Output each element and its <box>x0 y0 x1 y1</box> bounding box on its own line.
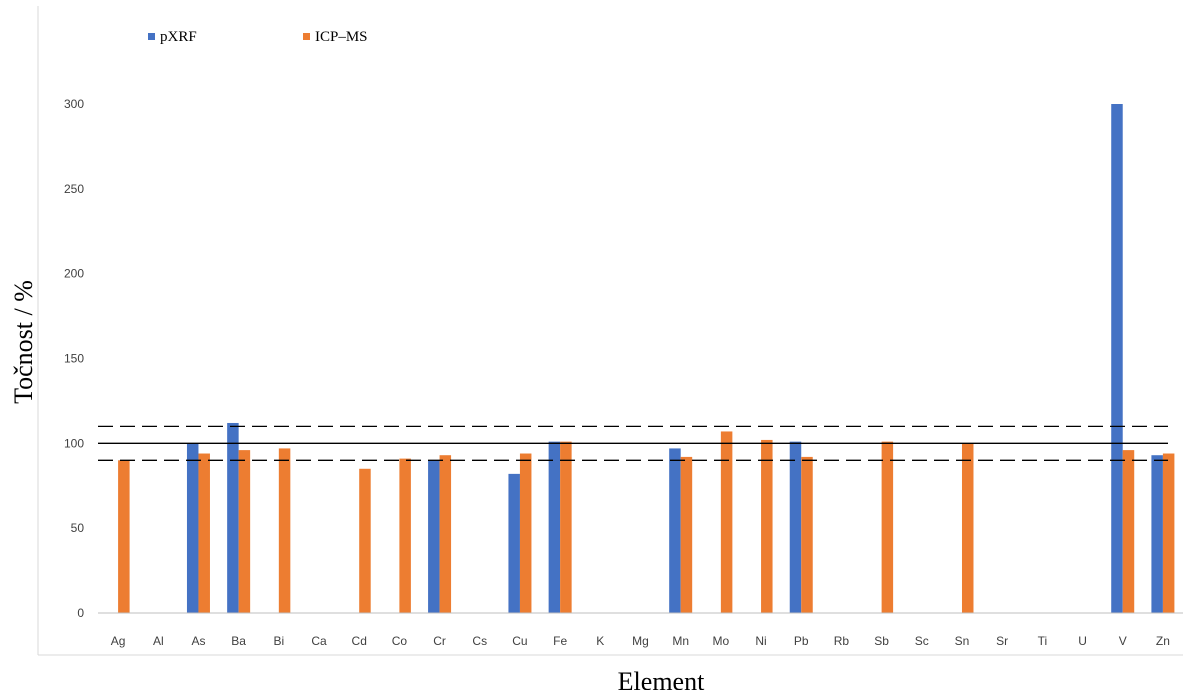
legend-swatch <box>303 33 310 40</box>
bar-pxrf <box>548 441 561 613</box>
bar-pxrf <box>508 473 520 613</box>
y-tick-label: 50 <box>71 521 85 535</box>
bar-pxrf <box>789 441 802 613</box>
x-tick-label: Ti <box>1038 634 1048 648</box>
x-tick-label: V <box>1119 634 1127 648</box>
bar-pxrf <box>227 422 239 613</box>
bar-icp-ms <box>439 455 452 613</box>
bar-icp-ms <box>961 443 974 613</box>
x-tick-label: Cr <box>433 634 446 648</box>
bar-icp-ms <box>1162 453 1175 613</box>
bar-icp-ms <box>278 448 291 613</box>
x-tick-label: Pb <box>794 634 809 648</box>
bar-pxrf <box>428 460 440 613</box>
bar-icp-ms <box>1122 450 1135 613</box>
x-tick-label: Ca <box>311 634 327 648</box>
bar-pxrf <box>1151 455 1163 613</box>
y-tick-label: 100 <box>64 436 84 450</box>
bar-icp-ms <box>881 441 894 613</box>
x-tick-label: Sc <box>915 634 929 648</box>
x-tick-label: Mg <box>632 634 649 648</box>
x-tick-label: Zn <box>1156 634 1170 648</box>
reference-lines <box>98 425 1168 461</box>
x-axis-ticks: Ag Al As Ba Bi Ca Cd Co Cr Cs Cu Fe K Mg Mn Mo Ni Pb Rb Sb S… <box>111 634 1170 648</box>
bar-icp-ms <box>399 458 411 613</box>
bar-icp-ms <box>680 456 693 613</box>
legend-label: ICP–MS <box>315 29 368 45</box>
x-tick-label: U <box>1078 634 1087 648</box>
y-tick-label: 300 <box>64 97 84 111</box>
bar-icp-ms <box>238 450 251 613</box>
x-tick-label: Sn <box>955 634 970 648</box>
bar-pxrf <box>186 443 199 613</box>
y-tick-label: 250 <box>64 182 84 196</box>
bar-icp-ms <box>519 453 532 613</box>
x-tick-label: Ni <box>755 634 766 648</box>
bar-icp-ms <box>198 453 210 613</box>
x-tick-label: Co <box>392 634 408 648</box>
y-axis-ticks: 0 50 100 150 200 250 300 <box>64 97 84 620</box>
x-tick-label: Ag <box>111 634 126 648</box>
x-tick-label: Mn <box>672 634 689 648</box>
x-tick-label: Rb <box>834 634 850 648</box>
x-tick-label: As <box>191 634 205 648</box>
legend: pXRF ICP–MS <box>148 29 368 45</box>
x-tick-label: Fe <box>553 634 567 648</box>
x-axis-title: Element <box>618 667 705 690</box>
x-tick-label: Sr <box>996 634 1008 648</box>
legend-label: pXRF <box>160 29 197 45</box>
legend-swatch <box>148 33 155 40</box>
bar-pxrf <box>669 448 681 613</box>
x-tick-label: Cs <box>472 634 487 648</box>
bar-pxrf <box>1111 104 1123 613</box>
y-axis-title: Točnost / % <box>9 280 38 404</box>
bar-icp-ms <box>801 456 813 613</box>
bar-icp-ms <box>761 439 773 613</box>
y-tick-label: 200 <box>64 267 84 281</box>
y-tick-label: 150 <box>64 352 84 366</box>
x-tick-label: Cd <box>352 634 367 648</box>
bar-icp-ms <box>118 460 130 613</box>
bar-icp-ms <box>359 468 371 613</box>
bars <box>118 104 1175 613</box>
x-tick-label: Al <box>153 634 164 648</box>
bar-icp-ms <box>560 441 572 613</box>
x-tick-label: K <box>596 634 604 648</box>
y-tick-label: 0 <box>77 606 84 620</box>
x-tick-label: Cu <box>512 634 527 648</box>
bar-icp-ms <box>720 431 733 613</box>
x-tick-label: Sb <box>874 634 889 648</box>
x-tick-label: Ba <box>231 634 246 648</box>
x-tick-label: Bi <box>273 634 284 648</box>
x-tick-label: Mo <box>713 634 730 648</box>
